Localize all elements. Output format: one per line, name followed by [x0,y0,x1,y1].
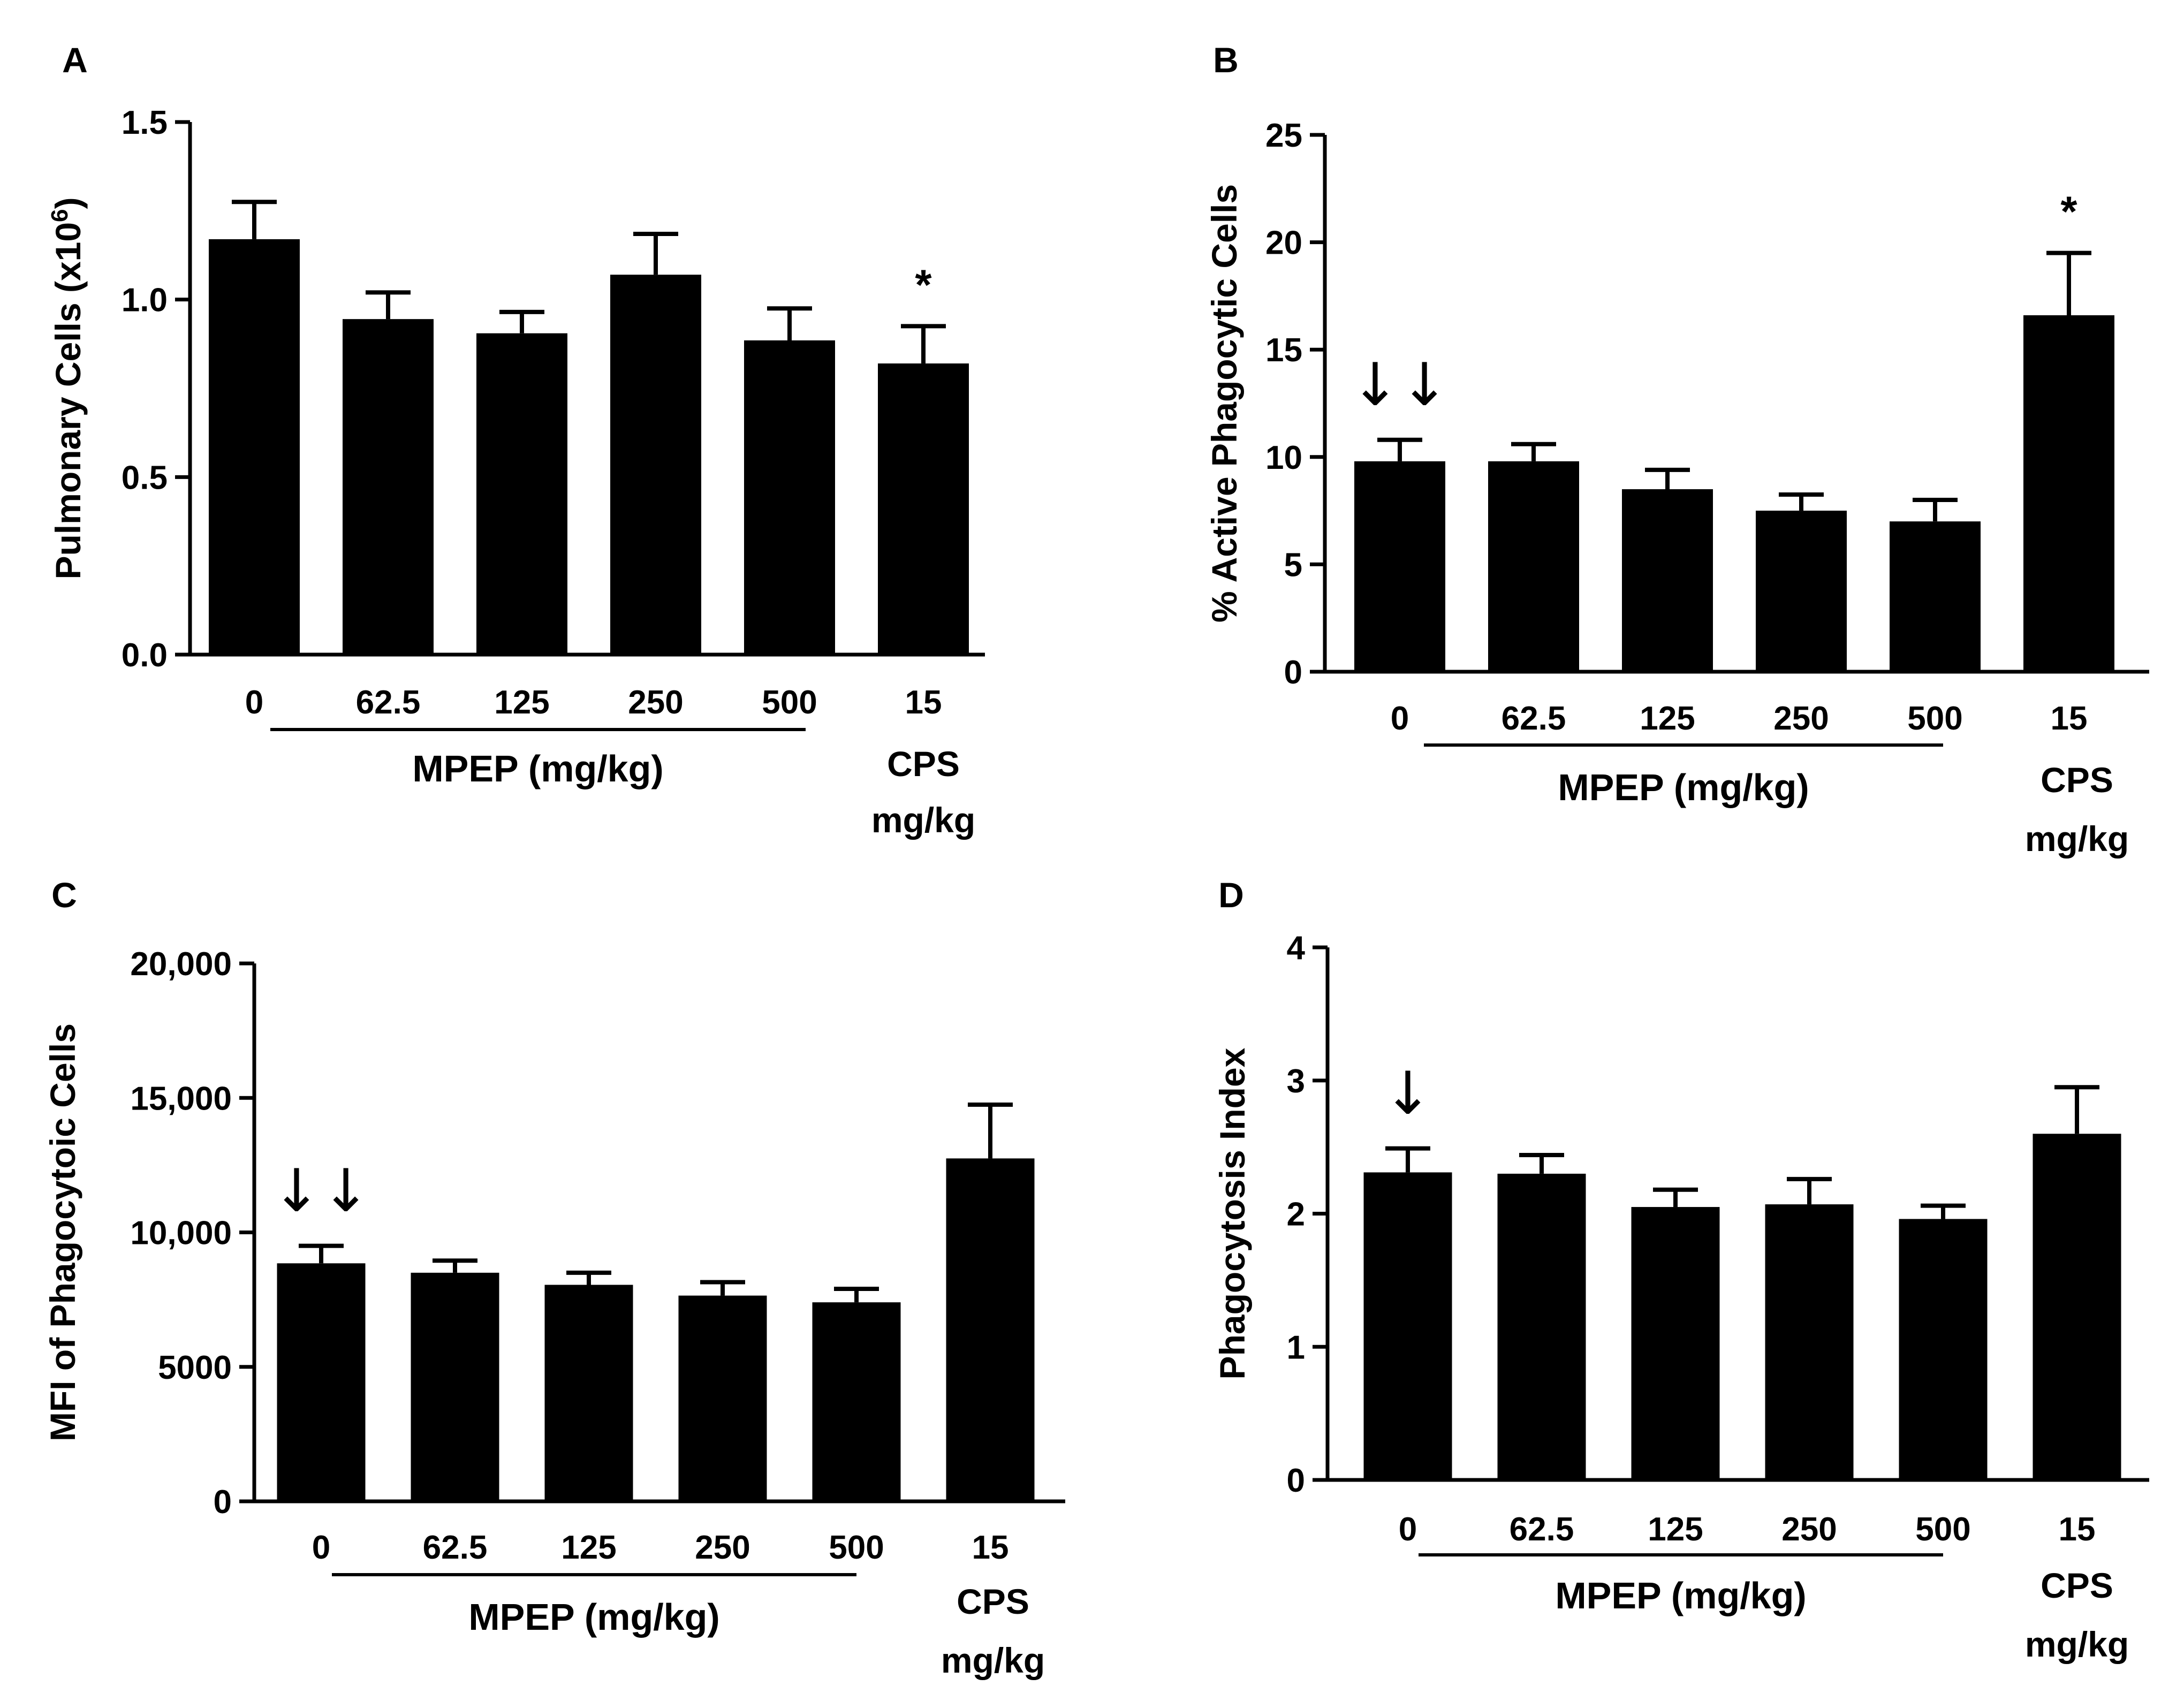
panel-c-category-label: 0 [312,1529,330,1566]
panel-a-bar-500 [744,340,835,655]
panel-b-bar-15 [2023,315,2114,672]
panel-d-category-label: 15 [2059,1511,2096,1548]
panel-c-y-tick-label: 10,000 [130,1215,232,1252]
panel-b-y-tick-label: 20 [1265,225,1302,262]
panel-c-cps-label: mg/kg [941,1641,1045,1680]
panel-c-cps-label: CPS [957,1582,1029,1621]
panel-d-y-tick-label: 3 [1287,1063,1305,1100]
panel-c-y-axis-label: MFI of Phagocytoic Cells [43,1023,82,1441]
panel-a-category-label: 125 [494,684,549,721]
panel-d-category-label: 125 [1648,1511,1703,1548]
panel-b-cps-label: CPS [2041,760,2113,800]
panel-d-y-axis-label: Phagocytosis Index [1212,1047,1252,1379]
panel-b-bar-125 [1622,489,1713,672]
panel-b-y-tick-label: 15 [1265,332,1302,369]
panel-c-decrease-arrow: ↓↓ [272,1157,370,1225]
panel-d: D 0 1 2 3 4 Phagocytosis Index 0 62.5 125 250 500 15… [1212,875,2149,1664]
panel-c-category-label: 500 [829,1529,884,1566]
panel-a-y-tick-label: 0.5 [122,459,168,496]
panel-a-category-label: 15 [905,684,942,721]
panel-d-category-label: 62.5 [1510,1511,1574,1548]
panel-a-y-tick-label: 1.0 [122,282,168,319]
panel-c-y-tick-label: 0 [214,1484,232,1521]
panel-d-bar-500 [1899,1219,1988,1480]
panel-d-decrease-arrow: ↓ [1383,1059,1432,1128]
panel-b-y-axis-label: % Active Phagocytic Cells [1204,184,1244,622]
panel-a-bar-15 [878,363,969,655]
panel-c-group-label: MPEP (mg/kg) [468,1596,719,1638]
panel-c-category-label: 125 [561,1529,616,1566]
panel-b-y-tick-label: 5 [1284,546,1302,583]
panel-a-category-label: 0 [245,684,263,721]
panel-d-y-tick-label: 0 [1287,1462,1305,1499]
panel-c-y-tick-label: 20,000 [130,946,232,983]
panel-a-category-label: 62.5 [356,684,421,721]
panel-c-bar-62-5 [411,1272,499,1501]
panel-b-category-label: 0 [1391,700,1409,737]
panel-b-y-tick-label: 0 [1284,654,1302,691]
panel-d-letter: D [1218,875,1244,915]
panel-c-bar-250 [678,1295,767,1501]
panel-a-significance-marker: * [915,261,932,308]
panel-b-letter: B [1213,40,1239,80]
panel-d-bar-125 [1631,1207,1720,1480]
panel-a-y-tick-label: 1.5 [122,104,168,141]
panel-b-bar-500 [1890,521,1981,672]
panel-a: A 0.0 0.5 1.0 1.5 Pulmonary Cells (x106) 0 62.5… [47,40,985,840]
panel-a-bar-250 [610,275,701,655]
panel-d-group-label: MPEP (mg/kg) [1555,1575,1806,1616]
panel-c-bar-125 [544,1285,633,1501]
panel-a-letter: A [62,40,88,80]
panel-d-cps-label: CPS [2041,1566,2113,1605]
panel-c-bar-500 [812,1302,901,1501]
panel-c-y-tick-label: 5000 [158,1349,232,1386]
panel-d-category-label: 0 [1399,1511,1417,1548]
panel-b-significance-marker: * [2060,188,2077,236]
panel-d-y-tick-label: 4 [1287,930,1306,967]
panel-a-y-tick-label: 0.0 [122,637,168,674]
panel-b: B 0 5 10 15 20 25 % Active Phagocytic Cells 0 62.… [1204,40,2149,859]
panel-c-bar-15 [946,1158,1035,1501]
panel-a-cps-label: CPS [887,744,960,784]
panel-c-category-label: 62.5 [423,1529,488,1566]
panel-a-category-label: 250 [628,684,683,721]
panel-a-bar-0 [209,239,300,655]
panel-a-group-label: MPEP (mg/kg) [412,748,663,789]
panel-b-bar-0 [1354,461,1445,672]
panel-b-decrease-arrow: ↓↓ [1351,351,1449,419]
panel-b-group-label: MPEP (mg/kg) [1558,766,1809,808]
panel-d-category-label: 500 [1915,1511,1970,1548]
panel-c-y-tick-label: 15,000 [130,1080,232,1117]
panel-a-y-axis-label: Pulmonary Cells (x106) [47,197,88,579]
panel-d-category-label: 250 [1781,1511,1837,1548]
panel-b-category-label: 62.5 [1502,700,1566,737]
panel-d-bar-15 [2033,1134,2121,1480]
panel-a-bar-125 [476,333,567,655]
panel-b-y-tick-label: 25 [1265,117,1302,154]
panel-d-y-tick-label: 1 [1287,1329,1305,1366]
panel-b-bar-250 [1756,511,1847,672]
panel-d-bar-250 [1765,1204,1854,1480]
panel-d-cps-label: mg/kg [2025,1624,2129,1664]
panel-b-category-label: 15 [2051,700,2088,737]
panel-a-bar-62-5 [343,319,434,655]
panel-d-y-tick-label: 2 [1287,1196,1305,1233]
panel-b-category-label: 125 [1640,700,1695,737]
panel-c-category-label: 250 [695,1529,750,1566]
panel-b-cps-label: mg/kg [2025,819,2129,859]
panel-d-bar-0 [1363,1172,1452,1480]
panel-c-category-label: 15 [972,1529,1009,1566]
panel-a-category-label: 500 [762,684,817,721]
panel-a-cps-label: mg/kg [871,800,975,840]
panel-b-bar-62-5 [1488,461,1579,672]
panel-b-category-label: 500 [1907,700,1962,737]
panel-b-y-tick-label: 10 [1265,439,1302,476]
panel-c-letter: C [51,875,77,915]
panel-c-bar-0 [277,1263,366,1501]
panel-b-category-label: 250 [1773,700,1829,737]
panel-d-bar-62-5 [1497,1173,1586,1480]
